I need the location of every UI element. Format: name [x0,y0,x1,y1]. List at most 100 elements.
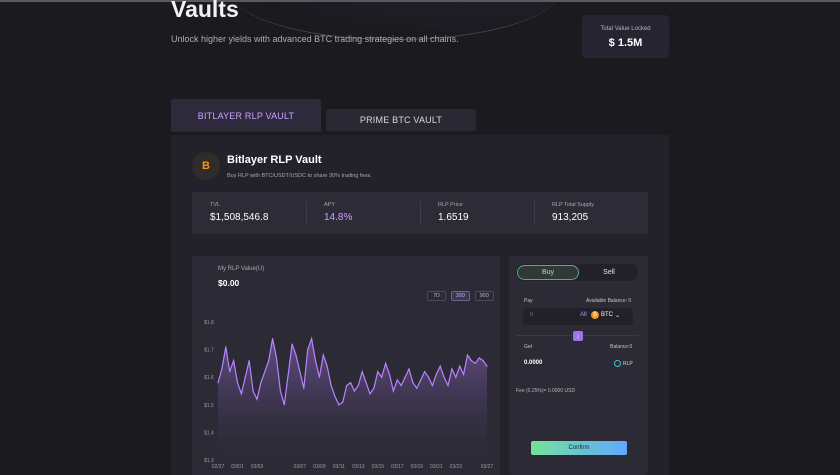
fee-text: Fee (0.25%)= 0.0000 USD [516,388,576,394]
total-value-locked-card: Total Value Locked $ 1.5M [582,15,669,58]
stat-label: RLP Total Supply [552,202,594,208]
x-tick-label: 03/21 [430,464,443,470]
stat-label: TVL [210,202,221,208]
data-point [322,354,324,356]
data-point [256,398,258,400]
available-balance: Available Balance: 0 [586,298,632,304]
data-point [470,360,473,362]
get-token: RLP [614,360,633,367]
x-tick-label: 03/11 [333,464,345,470]
buy-tab[interactable]: Buy [517,265,579,280]
x-tick-label: 03/17 [391,464,404,470]
data-point [416,387,418,389]
vault-description: Buy RLP with BTC/USDT/USDC to share 30% … [227,173,372,179]
tab-bitlayer-rlp-vault[interactable]: BITLAYER RLP VAULT [171,99,321,132]
data-point [275,357,278,359]
data-point [268,360,270,362]
data-point [353,390,356,392]
divider [420,201,421,225]
data-point [482,360,484,362]
swap-direction-icon[interactable]: ↓ [573,331,583,341]
data-point [326,365,328,367]
data-point [381,376,383,378]
data-point [236,382,239,384]
area-fill [218,338,487,460]
range-30d-button[interactable]: 30D [451,291,470,301]
data-point [299,371,301,373]
stat-value: 913,205 [552,212,589,223]
x-tick-label: 03/07 [294,464,307,470]
data-point [369,393,371,395]
confirm-button[interactable]: Confirm [531,441,627,455]
tvl-value: $ 1.5M [608,37,643,49]
bitcoin-icon: ₿ [591,311,599,319]
x-tick-label: 03/03 [251,464,264,470]
data-point [466,354,469,356]
data-point [279,390,281,392]
tab-prime-btc-vault[interactable]: PRIME BTC VAULT [326,109,476,131]
data-point [478,357,480,359]
stat-label: RLP Price [438,202,463,208]
data-point [283,404,285,406]
data-point [474,362,476,364]
data-point [385,362,387,364]
y-tick-label: $1.4 [204,430,214,436]
chevron-down-icon: ⌄ [615,312,621,319]
data-point [435,373,437,376]
tvl-label: Total Value Locked [600,26,651,32]
data-point [318,376,320,378]
data-point [232,360,235,362]
data-point [443,376,445,378]
pay-token-selector[interactable]: ₿ BTC ⌄ [591,311,620,319]
vault-stats-bar: TVL $1,508,546.8 APY 14.8% RLP Price 1.6… [192,192,648,234]
x-tick-label: 03/13 [352,464,365,470]
vault-name: Bitlayer RLP Vault [227,154,322,166]
data-point [427,376,430,378]
data-point [271,337,274,340]
y-tick-label: $1.3 [204,458,214,464]
data-point [388,373,391,376]
data-point [396,379,398,381]
all-button[interactable]: All [580,312,587,318]
data-point [225,346,227,348]
data-point [424,371,426,373]
data-point [252,390,254,392]
data-point [260,382,262,384]
data-point [240,393,242,395]
stat-value: $1,508,546.8 [210,212,269,223]
data-point [404,376,406,378]
data-point [217,382,219,384]
data-point [314,360,317,362]
pay-amount-input[interactable] [530,312,570,318]
stat-value: 1.6519 [438,212,469,223]
data-point [486,365,488,367]
stat-apy: APY 14.8% [324,192,352,234]
range-7d-button[interactable]: 7D [427,291,446,301]
data-point [357,384,359,387]
data-point [303,387,305,389]
y-tick-label: $1.8 [204,320,214,326]
page-title: Vaults [171,0,239,22]
divider [534,201,535,225]
data-point [346,384,348,387]
sell-tab[interactable]: Sell [603,269,615,276]
pay-label: Pay [524,298,533,304]
data-point [349,382,352,384]
data-point [439,365,441,367]
data-point [412,382,414,384]
y-tick-label: $1.5 [204,403,214,409]
pay-token-label: BTC [601,312,613,318]
data-point [361,371,363,373]
data-point [310,337,313,340]
stat-tvl: TVL $1,508,546.8 [210,192,268,234]
data-point [365,382,367,384]
x-tick-label: 03/09 [313,464,326,470]
balance-label: Balance:0 [610,344,633,350]
data-point [408,368,410,370]
range-90d-button[interactable]: 90D [475,291,494,301]
data-point [248,360,250,362]
x-tick-label: 03/15 [372,464,385,470]
bitlayer-logo-icon: B [192,152,220,180]
get-label: Get [524,344,533,350]
data-point [330,384,332,387]
